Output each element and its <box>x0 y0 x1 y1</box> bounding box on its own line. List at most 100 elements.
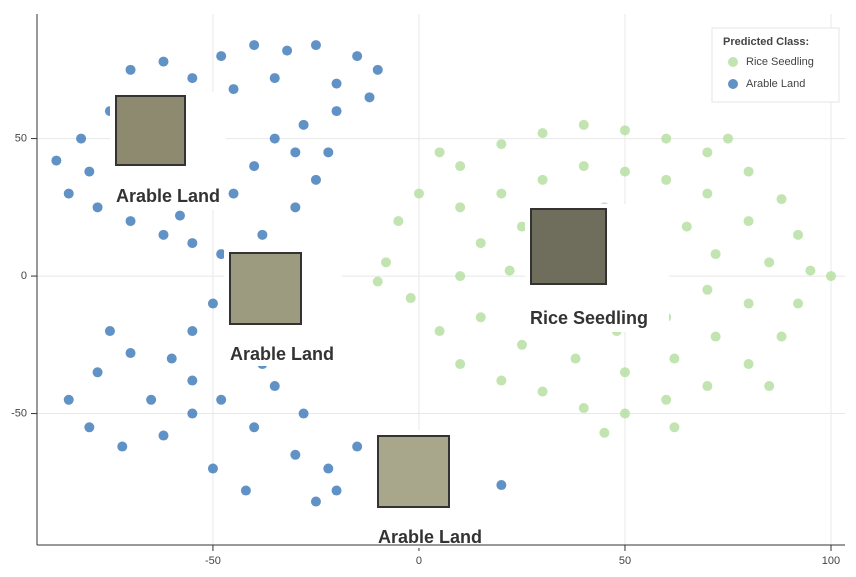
point <box>805 265 816 276</box>
point <box>298 408 309 419</box>
point <box>681 221 692 232</box>
point <box>282 45 293 56</box>
point <box>475 312 486 323</box>
point <box>290 147 301 158</box>
point <box>619 166 630 177</box>
point <box>117 441 128 452</box>
x-tick-label: 0 <box>416 555 422 567</box>
point <box>298 119 309 130</box>
point <box>661 174 672 185</box>
point <box>702 381 713 392</box>
point <box>249 40 260 51</box>
thumbnail <box>530 208 607 285</box>
point <box>331 78 342 89</box>
point <box>63 394 74 405</box>
point <box>92 367 103 378</box>
point <box>187 326 198 337</box>
point <box>455 271 466 282</box>
point <box>496 375 507 386</box>
annotation-label: Arable Land <box>230 344 334 364</box>
point <box>187 238 198 249</box>
point <box>166 353 177 364</box>
point <box>702 147 713 158</box>
point <box>776 331 787 342</box>
y-tick-label: -50 <box>11 407 27 419</box>
point <box>187 408 198 419</box>
point <box>323 147 334 158</box>
point <box>743 359 754 370</box>
point <box>84 166 95 177</box>
point <box>405 293 416 304</box>
point <box>710 331 721 342</box>
point <box>125 64 136 75</box>
legend-label: Rice Seedling <box>746 56 814 68</box>
point <box>51 155 62 166</box>
point <box>146 394 157 405</box>
point <box>269 133 280 144</box>
point <box>702 188 713 199</box>
point <box>537 174 548 185</box>
point <box>249 422 260 433</box>
thumbnail <box>229 252 302 325</box>
point <box>310 496 321 507</box>
point <box>290 202 301 213</box>
y-tick-label: 50 <box>15 132 27 144</box>
legend-label: Arable Land <box>746 78 805 90</box>
point <box>216 394 227 405</box>
point <box>496 188 507 199</box>
point <box>216 51 227 62</box>
point <box>228 188 239 199</box>
point <box>743 216 754 227</box>
point <box>710 249 721 260</box>
point <box>158 430 169 441</box>
point <box>669 353 680 364</box>
legend: Predicted Class: Rice Seedling Arable Lan… <box>711 27 840 103</box>
point <box>364 92 375 103</box>
point <box>764 381 775 392</box>
point <box>76 133 87 144</box>
point <box>702 284 713 295</box>
point <box>310 174 321 185</box>
point <box>331 106 342 117</box>
point <box>125 216 136 227</box>
point <box>228 84 239 95</box>
point <box>174 210 185 221</box>
point <box>240 485 251 496</box>
point <box>158 229 169 240</box>
point <box>372 276 383 287</box>
point <box>187 73 198 84</box>
point <box>764 257 775 268</box>
point <box>516 221 527 232</box>
point <box>669 422 680 433</box>
point <box>249 161 260 172</box>
annotations: Arable Land Arable Land Arable Land Rice… <box>110 92 669 548</box>
point <box>372 64 383 75</box>
point <box>380 257 391 268</box>
point <box>537 128 548 139</box>
point <box>434 326 445 337</box>
x-tick-label: -50 <box>205 555 221 567</box>
point <box>269 381 280 392</box>
point <box>455 202 466 213</box>
point <box>722 133 733 144</box>
point <box>158 56 169 67</box>
point <box>269 73 280 84</box>
point <box>257 229 268 240</box>
point <box>570 353 581 364</box>
point <box>323 463 334 474</box>
legend-title: Predicted Class: <box>723 36 809 48</box>
point <box>619 408 630 419</box>
point <box>776 194 787 205</box>
point <box>537 386 548 397</box>
point <box>331 485 342 496</box>
point <box>578 161 589 172</box>
point <box>393 216 404 227</box>
point <box>84 422 95 433</box>
legend-swatch <box>728 79 738 89</box>
point <box>793 229 804 240</box>
point <box>310 40 321 51</box>
point <box>104 326 115 337</box>
point <box>413 188 424 199</box>
point <box>207 463 218 474</box>
